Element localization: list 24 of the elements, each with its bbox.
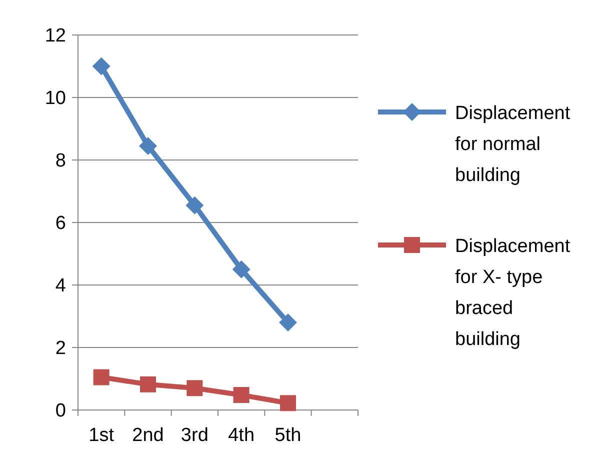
y-tick-label: 12 <box>44 26 66 47</box>
legend-label: Displacement for X- type braced building <box>455 236 571 350</box>
x-tick-label: 5th <box>274 425 302 446</box>
point <box>93 369 110 386</box>
y-tick-label: 6 <box>55 213 66 234</box>
point <box>279 314 297 332</box>
legend-label: Displacement for normal building <box>455 103 571 186</box>
y-tick-label: 10 <box>44 88 66 110</box>
x-tick-label: 1st <box>88 425 115 446</box>
point <box>233 387 250 403</box>
x-tick-label: 3rd <box>180 425 208 446</box>
x-tick-label: 2nd <box>132 425 164 446</box>
point <box>140 376 156 392</box>
point <box>232 260 250 278</box>
point <box>280 395 296 412</box>
y-tick-label: 4 <box>55 276 66 297</box>
point <box>139 136 157 155</box>
x-tick-label: 4th <box>228 425 255 446</box>
y-tick-label: 8 <box>55 150 66 172</box>
y-tick-label: 0 <box>55 400 66 422</box>
point <box>186 380 203 396</box>
point <box>186 196 204 214</box>
point <box>92 57 110 76</box>
y-tick-label: 2 <box>55 338 66 360</box>
